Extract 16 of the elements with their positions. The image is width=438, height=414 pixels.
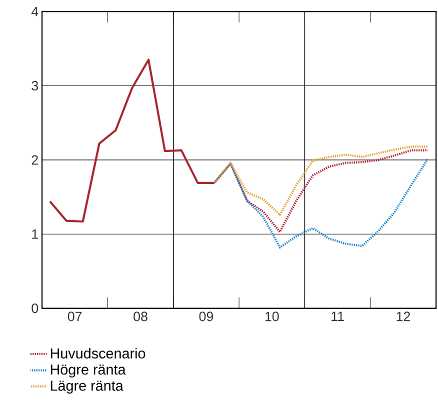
line-series bbox=[213, 145, 429, 216]
x-tick-label: 12 bbox=[396, 312, 410, 321]
y-tick-label: 3 bbox=[32, 80, 38, 90]
x-tick-label: 08 bbox=[134, 312, 148, 322]
x-tick-label: 09 bbox=[199, 312, 214, 322]
line-series bbox=[213, 158, 429, 248]
x-tick-label: 07 bbox=[68, 312, 82, 322]
y-tick-label: 1 bbox=[32, 229, 38, 239]
legend-label: Högre ränta bbox=[50, 364, 126, 378]
y-tick-label: 2 bbox=[32, 155, 38, 164]
legend-label: Lägre ränta bbox=[50, 380, 124, 394]
x-tick-label: 10 bbox=[265, 312, 279, 322]
y-tick-label: 4 bbox=[31, 6, 38, 16]
y-tick-label: 0 bbox=[32, 303, 38, 313]
legend-label: Huvudscenario bbox=[50, 348, 146, 358]
x-tick-label: 11 bbox=[332, 312, 344, 321]
